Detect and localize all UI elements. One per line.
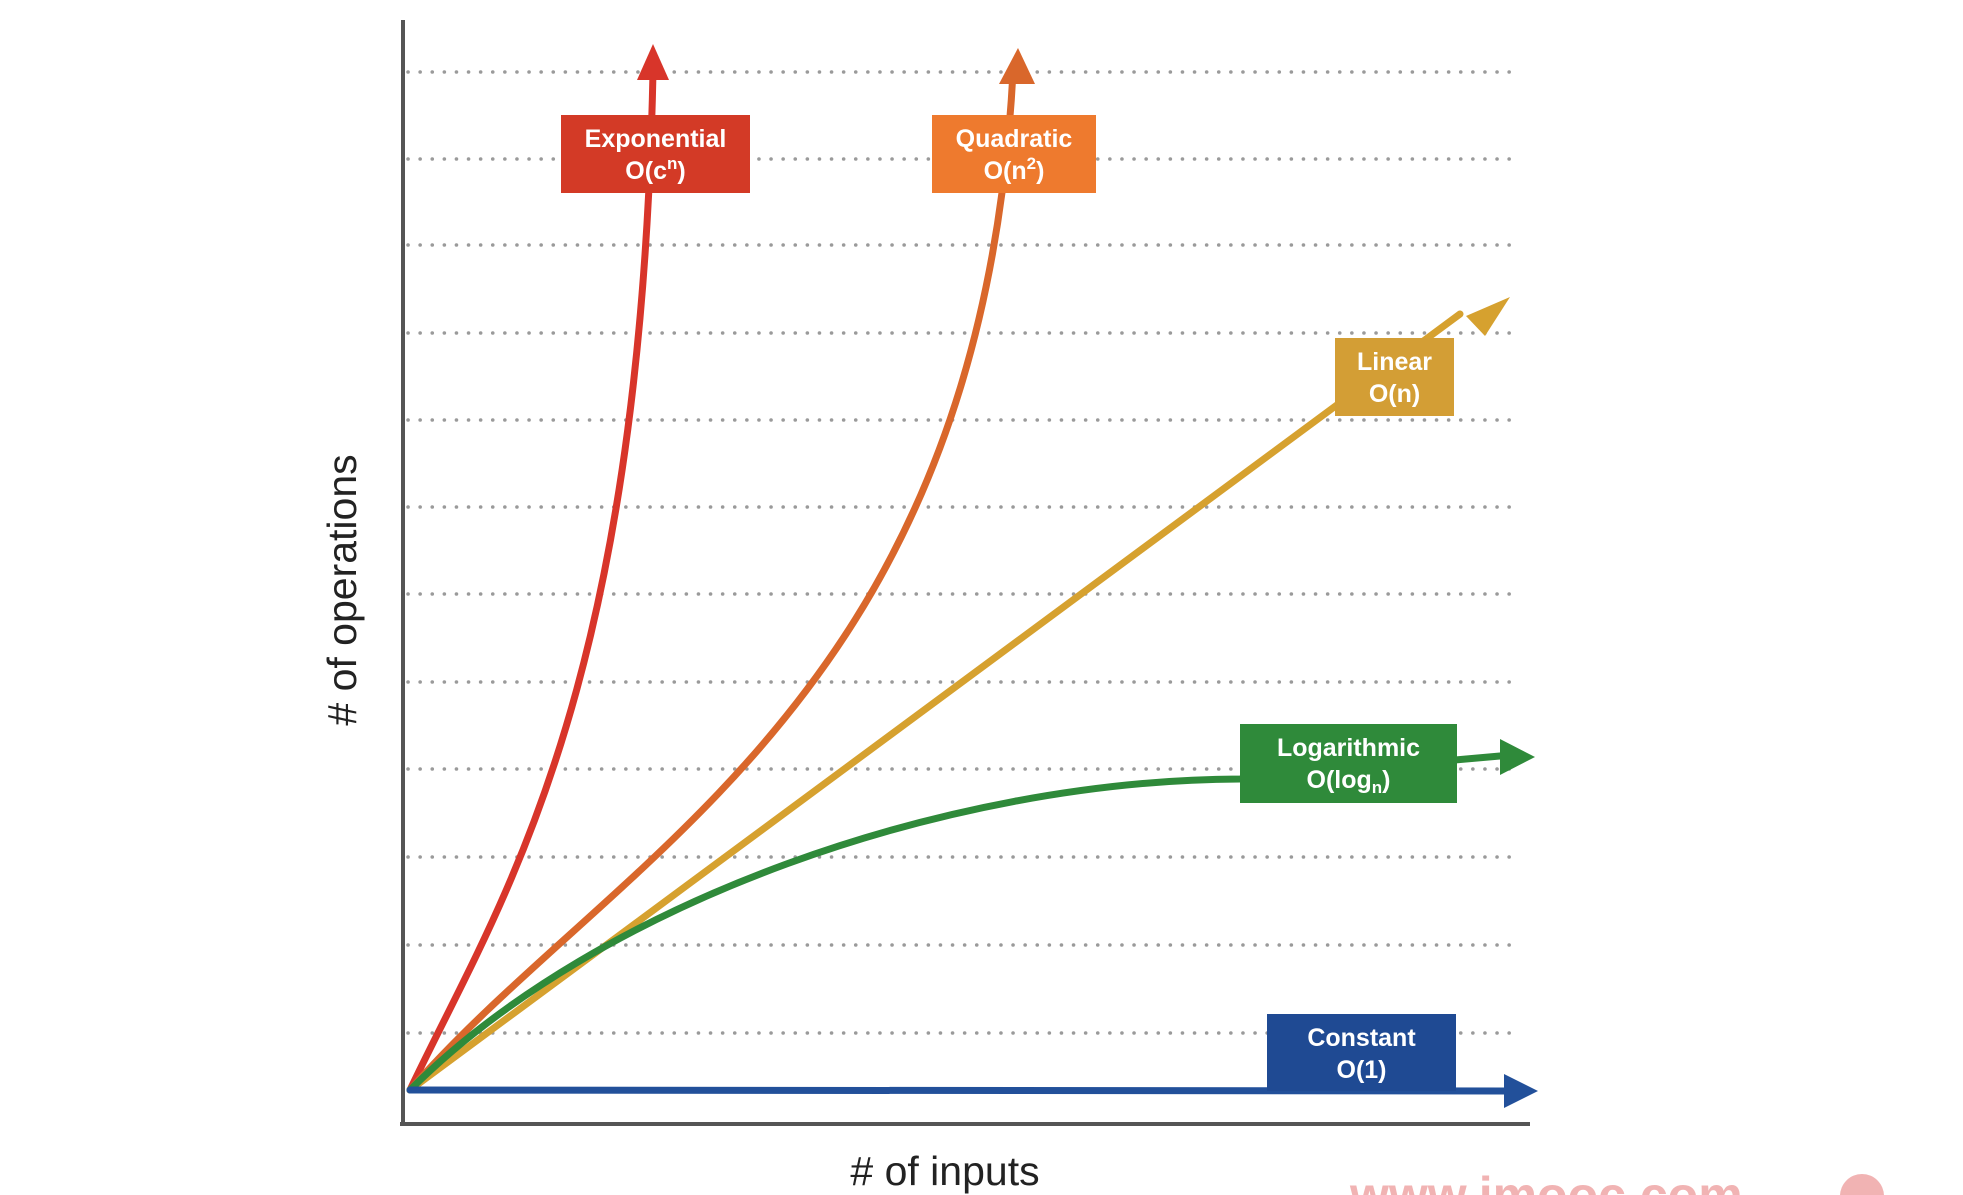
arrow-head (1466, 297, 1510, 336)
series-name-label: Constant (1307, 1024, 1416, 1052)
axes (400, 20, 1530, 1126)
arrow-head (1500, 739, 1535, 775)
y-axis-label: # of operations (319, 454, 365, 725)
watermark-text: www.imooc.com (1349, 1167, 1743, 1195)
series-notation-label: O(n2) (984, 154, 1045, 185)
series-notation-label: O(n) (1369, 380, 1420, 408)
series-constant: Constant O(1) (406, 1014, 1538, 1108)
arrow-head (637, 44, 669, 80)
series-label-box (1240, 724, 1457, 803)
series-name-label: Linear (1357, 348, 1432, 376)
series-notation-label: O(cn) (625, 154, 685, 185)
series-logarithmic: Logarithmic O(logn) (406, 724, 1535, 1094)
arrow-head (999, 48, 1035, 84)
series-label-box (932, 115, 1096, 193)
series-name-label: Quadratic (956, 125, 1073, 153)
series-label-box (1335, 338, 1454, 416)
series-name-label: Exponential (585, 125, 727, 153)
series-name-label: Logarithmic (1277, 734, 1420, 762)
series-notation-label: O(logn) (1307, 766, 1391, 797)
series-label-box (561, 115, 750, 193)
series-notation-label: O(1) (1337, 1056, 1387, 1084)
arrow-head (1504, 1074, 1538, 1108)
grid-lines (406, 70, 1520, 1035)
series-label-box (1267, 1014, 1456, 1091)
series-line (406, 752, 1504, 1094)
series-line (406, 310, 1464, 1094)
x-axis-label: # of inputs (850, 1148, 1039, 1194)
series-layer: ExponentialO(cn)QuadraticO(n2)LinearO(n)… (406, 44, 1538, 1108)
series-line (406, 68, 1017, 1094)
watermark-logo-icon (1840, 1174, 1884, 1195)
series-line (406, 68, 657, 1094)
